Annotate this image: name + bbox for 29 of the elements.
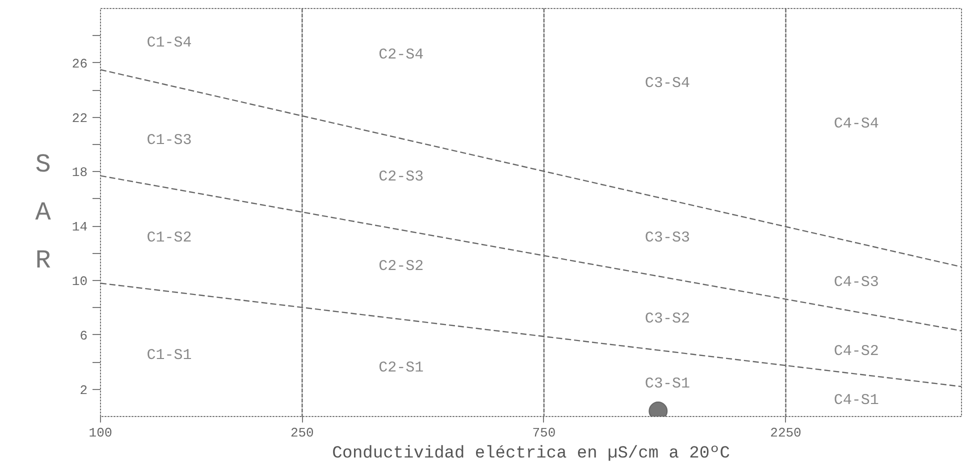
y-tick-label: 18 bbox=[72, 165, 88, 180]
annotation: C1-S1 bbox=[146, 347, 192, 364]
annotation: C1-S3 bbox=[146, 132, 192, 149]
annotation: C4-S4 bbox=[834, 116, 879, 133]
x-tick-label: 750 bbox=[532, 426, 556, 440]
y-tick-label: 6 bbox=[80, 328, 88, 344]
annotation: C2-S4 bbox=[378, 46, 424, 64]
annotation: C3-S3 bbox=[644, 229, 690, 246]
annotation: C2-S2 bbox=[378, 258, 424, 275]
x-tick-label: 100 bbox=[88, 426, 112, 440]
annotation: C3-S2 bbox=[644, 310, 690, 328]
annotation: C3-S4 bbox=[644, 75, 690, 92]
y-tick-label: 14 bbox=[72, 220, 88, 235]
annotation: C4-S2 bbox=[834, 343, 879, 360]
annotation: C1-S4 bbox=[146, 34, 192, 52]
annotation: C1-S2 bbox=[146, 229, 192, 246]
x-axis-title: Conductividad eléctrica en µS/cm a 20ºC bbox=[332, 444, 730, 464]
y-tick-label: 22 bbox=[72, 110, 88, 126]
y-axis-title: SAR bbox=[35, 150, 52, 276]
annotation: C3-S1 bbox=[644, 376, 690, 393]
annotation: C2-S1 bbox=[378, 359, 424, 376]
x-tick-label: 2250 bbox=[770, 426, 802, 440]
y-tick-label: 2 bbox=[80, 382, 88, 398]
annotation: C2-S3 bbox=[378, 168, 424, 186]
y-tick-label: 10 bbox=[72, 274, 88, 289]
annotation: C4-S3 bbox=[834, 274, 879, 292]
x-tick-label: 250 bbox=[290, 426, 314, 440]
annotation: C4-S1 bbox=[834, 392, 879, 409]
y-tick-label: 26 bbox=[72, 56, 88, 72]
